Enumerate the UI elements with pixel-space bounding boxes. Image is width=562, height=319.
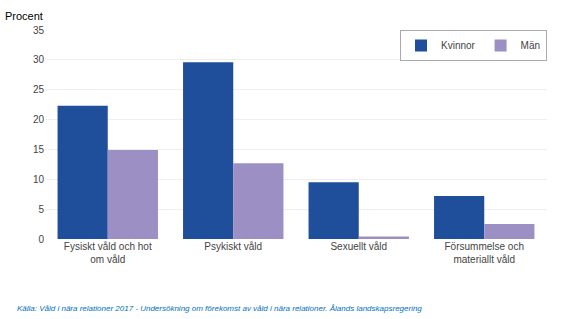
svg-text:5: 5 <box>38 204 44 215</box>
svg-text:Försummelse ochmateriallt våld: Försummelse ochmateriallt våld <box>445 241 524 265</box>
svg-text:25: 25 <box>33 84 45 95</box>
svg-text:Fysiskt våld och hotom våld: Fysiskt våld och hotom våld <box>64 241 152 265</box>
svg-text:Kvinnor: Kvinnor <box>441 40 476 51</box>
svg-text:Sexuellt våld: Sexuellt våld <box>330 241 387 252</box>
svg-text:10: 10 <box>33 174 45 185</box>
svg-text:35: 35 <box>33 25 45 36</box>
svg-text:Psykiskt våld: Psykiskt våld <box>204 241 262 252</box>
svg-text:15: 15 <box>33 144 45 155</box>
svg-text:0: 0 <box>38 234 44 245</box>
svg-text:Män: Män <box>521 40 540 51</box>
svg-text:Källa: Våld i nära relationer: Källa: Våld i nära relationer 2017 - Und… <box>17 304 422 313</box>
svg-text:30: 30 <box>33 54 45 65</box>
svg-text:Procent: Procent <box>5 10 43 22</box>
svg-text:20: 20 <box>33 114 45 125</box>
